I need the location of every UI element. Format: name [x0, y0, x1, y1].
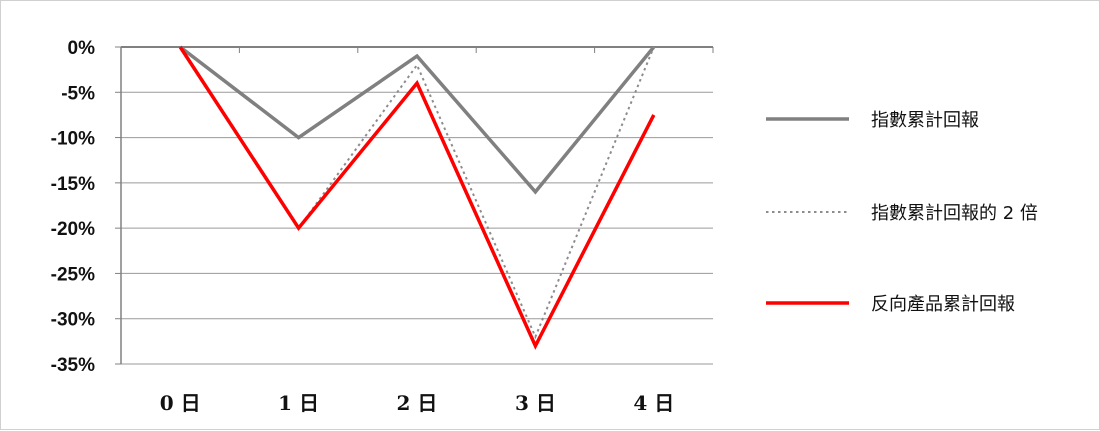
x-category-label: 3 日	[515, 391, 556, 415]
y-tick-label: 0%	[68, 38, 96, 59]
legend-label-2: 指數累計回報的 2 倍	[871, 203, 1038, 224]
y-tick-label: -20%	[51, 219, 95, 240]
legend-label-3: 反向產品累計回報	[871, 294, 1015, 315]
series-line-3	[178, 46, 656, 350]
y-tick-label: -5%	[61, 83, 95, 104]
axes: 0% -5% -10% -15% -20% -25% -30% -35% 0 日 1 日 2 日 3 …	[51, 38, 714, 415]
x-category-label: 0 日	[160, 391, 201, 415]
y-tick-label: -30%	[51, 310, 95, 331]
series-line-1	[179, 45, 656, 195]
gridlines	[121, 91, 713, 365]
x-category-label: 1 日	[278, 391, 319, 415]
x-category-label: 4 日	[633, 391, 674, 415]
x-category-label: 2 日	[397, 391, 438, 415]
y-tick-label: -10%	[51, 129, 95, 150]
y-tick-label: -25%	[51, 264, 95, 285]
legend-label-1: 指數累計回報	[871, 110, 979, 131]
y-tick-label: -15%	[51, 174, 95, 195]
series-line-2	[179, 46, 655, 340]
series-lines	[178, 45, 656, 350]
y-tick-label: -35%	[51, 355, 95, 376]
